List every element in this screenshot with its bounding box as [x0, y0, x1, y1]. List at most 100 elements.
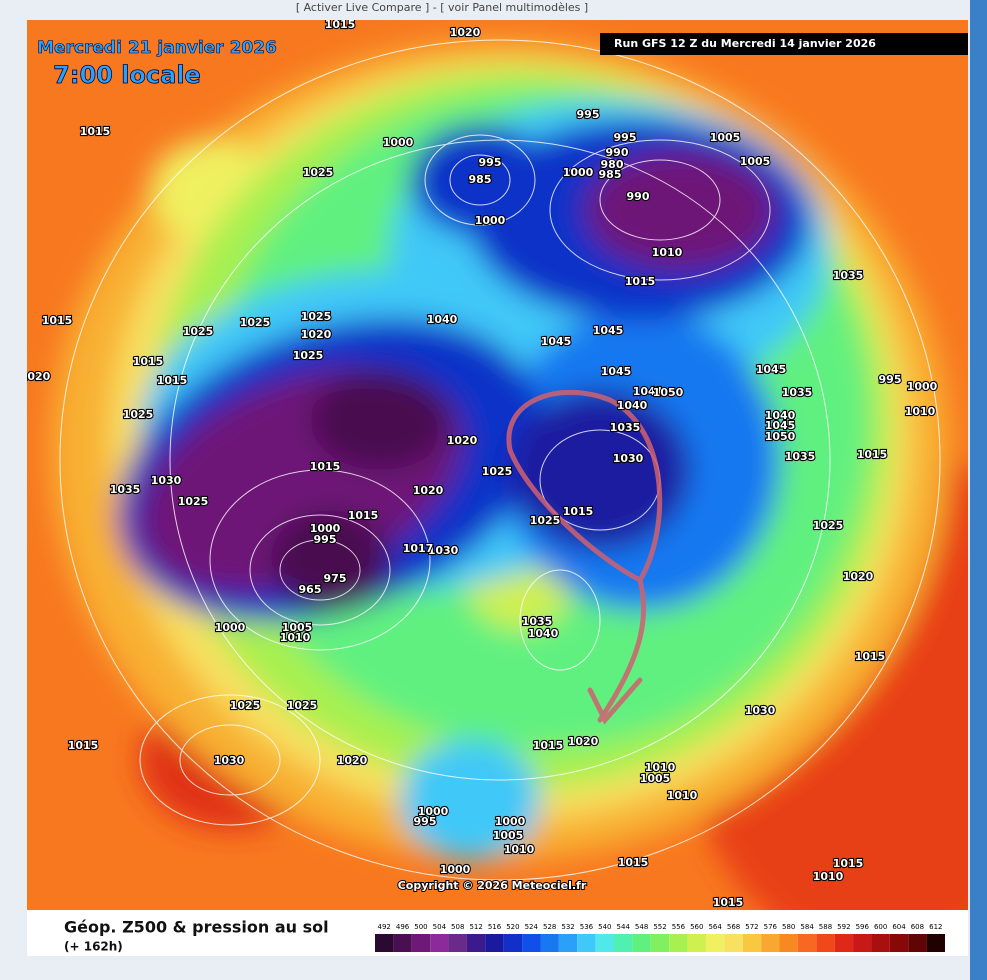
scale-cell [503, 934, 523, 952]
pressure-label: 995 [414, 815, 437, 828]
pressure-label: 1041 [633, 385, 664, 398]
pressure-label: 1020 [301, 328, 332, 341]
pressure-label: 1045 [601, 365, 632, 378]
pressure-label: 1000 [310, 522, 341, 535]
copyright: Copyright © 2026 Meteociel.fr [398, 879, 587, 892]
scale-label: 600 [874, 923, 887, 931]
pressure-label: 1030 [214, 754, 245, 767]
pressure-label: 1015 [855, 650, 886, 663]
pressure-label: 995 [879, 373, 902, 386]
scale-label: 592 [837, 923, 850, 931]
pressure-label: 1010 [280, 631, 311, 644]
pressure-label: 1025 [482, 465, 513, 478]
scale-cell [816, 934, 835, 952]
scale-label: 528 [543, 923, 556, 931]
pressure-label: 1020 [843, 570, 874, 583]
scale-label: 544 [617, 923, 631, 931]
scale-label: 568 [727, 923, 740, 931]
pressure-label: 1010 [667, 789, 698, 802]
pressure-label: 1015 [625, 275, 656, 288]
scale-cell [430, 934, 449, 952]
pressure-label: 1025 [813, 519, 844, 532]
scale-label: 520 [506, 923, 519, 931]
pressure-label: 1045 [765, 419, 796, 432]
pressure-label: 1035 [110, 483, 141, 496]
scale-cell [466, 934, 486, 952]
pressure-label: 1015 [833, 857, 864, 870]
map-time: 7:00 locale [53, 61, 201, 89]
pressure-label: 1025 [301, 310, 332, 323]
pressure-label: 1000 [495, 815, 526, 828]
pressure-label: 995 [314, 533, 337, 546]
scale-label: 576 [764, 923, 778, 931]
scale-cell [908, 934, 927, 952]
scale-label: 504 [433, 923, 447, 931]
scale-cell [724, 934, 743, 952]
scale-label: 536 [580, 923, 594, 931]
pressure-label: 1035 [782, 386, 813, 399]
pressure-label: 1025 [183, 325, 214, 338]
pressure-label: 1025 [530, 514, 561, 527]
scale-label: 524 [525, 923, 539, 931]
scale-label: 548 [635, 923, 648, 931]
pressure-label: 1040 [765, 409, 796, 422]
pressure-label: 1040 [528, 627, 559, 640]
pressure-label: 1020 [337, 754, 368, 767]
pressure-label: 1000 [475, 214, 506, 227]
scale-cell [705, 934, 725, 952]
scale-cell [742, 934, 762, 952]
header-links[interactable]: [ Activer Live Compare ] - [ voir Panel … [296, 1, 588, 14]
pressure-label: 1015 [618, 856, 649, 869]
footer-lead: (+ 162h) [64, 940, 123, 954]
pressure-label: 1015 [348, 509, 379, 522]
pressure-label: 1035 [785, 450, 816, 463]
scale-label: 540 [598, 923, 611, 931]
scrollbar[interactable] [970, 0, 987, 980]
pressure-label: 1000 [907, 380, 938, 393]
pressure-label: 1010 [504, 843, 535, 856]
scale-label: 552 [653, 923, 666, 931]
scale-label: 612 [929, 923, 942, 931]
scale-label: 608 [911, 923, 924, 931]
pressure-label: 1020 [447, 434, 478, 447]
pressure-label: 1035 [833, 269, 864, 282]
scale-label: 560 [690, 923, 703, 931]
pressure-label: 1040 [617, 399, 648, 412]
pressure-label: 1030 [745, 704, 776, 717]
pressure-label: 1015 [857, 448, 888, 461]
pressure-label: 1010 [813, 870, 844, 883]
run-info: Run GFS 12 Z du Mercredi 14 janvier 2026 [614, 37, 876, 50]
pressure-label: 1015 [713, 896, 744, 909]
scale-cell [614, 934, 633, 952]
pressure-label: 1010 [645, 761, 676, 774]
scale-cell [761, 934, 780, 952]
pressure-label: 1025 [303, 166, 334, 179]
scale-label: 572 [745, 923, 758, 931]
pressure-label: 980 [601, 158, 624, 171]
scale-cell [558, 934, 578, 952]
scale-label: 596 [856, 923, 870, 931]
pressure-label: 1015 [68, 739, 99, 752]
pressure-label: 1005 [740, 155, 771, 168]
pressure-label: 990 [606, 146, 629, 159]
scale-cell [577, 934, 596, 952]
scale-cell [411, 934, 431, 952]
scale-cell [448, 934, 467, 952]
scale-cell [522, 934, 541, 952]
pressure-label: 985 [599, 168, 622, 181]
pressure-label: 1017 [403, 542, 434, 555]
scale-label: 512 [469, 923, 482, 931]
scale-cell [595, 934, 615, 952]
scale-label: 492 [378, 923, 391, 931]
pressure-label: 1000 [418, 805, 449, 818]
pressure-label: 1005 [282, 621, 313, 634]
pressure-label: 1020 [413, 484, 444, 497]
scale-cell [687, 934, 706, 952]
pressure-label: 1050 [765, 430, 796, 443]
pressure-label: 1050 [653, 386, 684, 399]
scale-cell [632, 934, 651, 952]
pressure-label: 995 [577, 108, 600, 121]
pressure-label: 1025 [123, 408, 154, 421]
scale-label: 584 [800, 923, 814, 931]
